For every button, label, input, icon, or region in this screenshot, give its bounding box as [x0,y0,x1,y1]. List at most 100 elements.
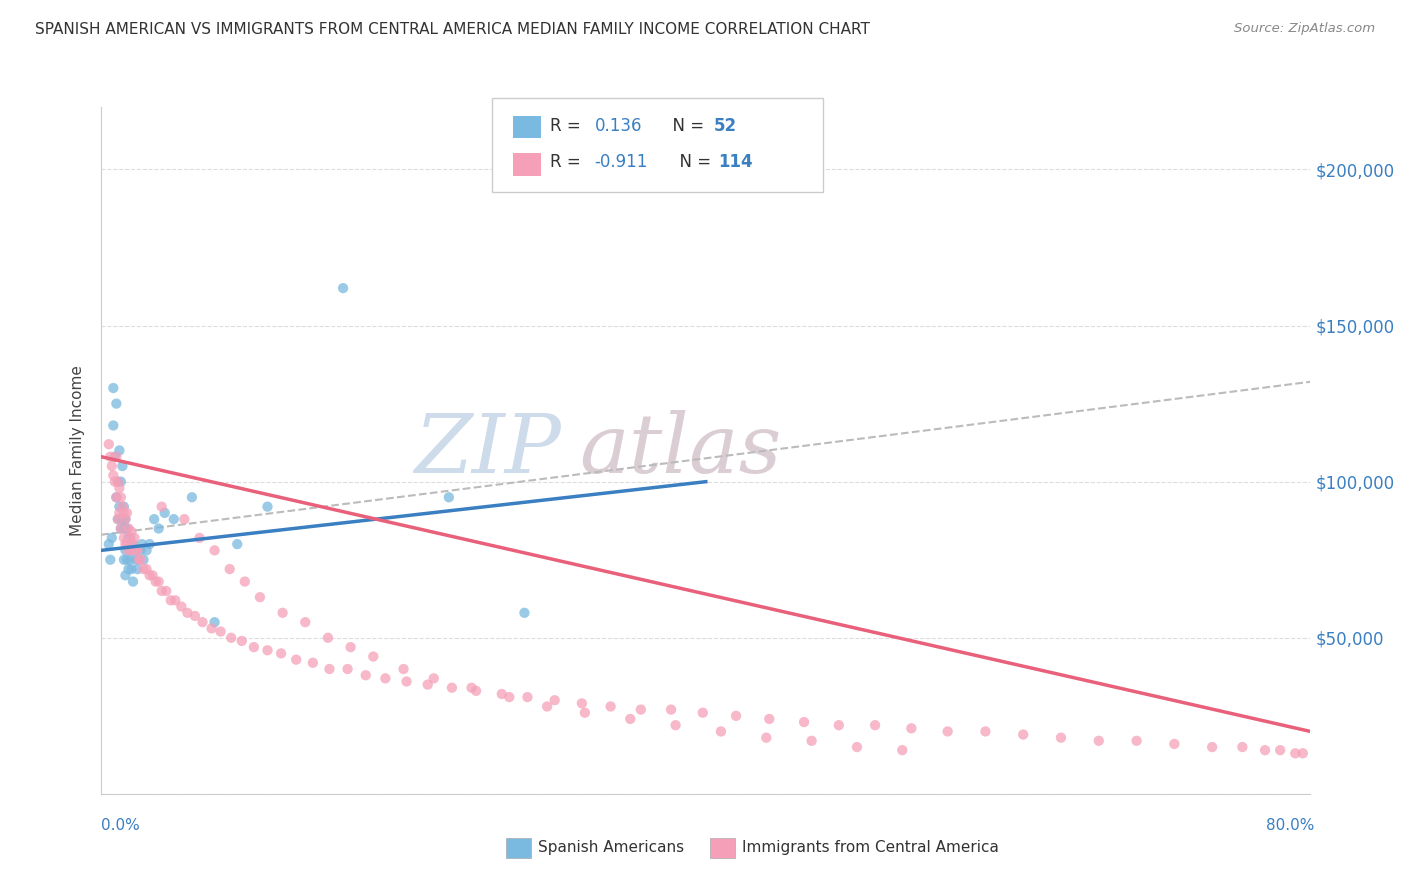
Point [104,450,127,464]
Point [105,490,128,504]
Point [599,699,621,714]
Point [336,662,359,676]
Point [1232,740,1254,755]
Point [191,615,214,630]
Point [115,521,138,535]
Text: N =: N = [669,153,717,171]
Point [108,481,131,495]
Point [117,543,139,558]
Point [117,521,139,535]
Point [104,475,127,489]
Point [1254,743,1277,757]
Point [249,591,271,605]
Point [132,562,155,576]
Point [121,543,143,558]
Point [105,396,128,410]
Point [664,718,686,732]
Point [111,500,134,514]
Point [659,703,682,717]
Point [498,690,520,705]
Point [135,543,157,558]
Point [107,512,129,526]
Point [97,437,120,451]
Point [103,468,125,483]
Point [392,662,415,676]
Point [112,552,135,567]
Point [339,640,361,655]
Point [204,543,226,558]
Point [165,593,187,607]
Point [115,506,138,520]
Point [200,621,222,635]
Point [755,731,778,745]
Text: 0.136: 0.136 [595,117,643,135]
Point [101,531,124,545]
Point [117,531,139,545]
Point [108,500,131,514]
Point [1125,733,1147,747]
Text: Source: ZipAtlas.com: Source: ZipAtlas.com [1234,22,1375,36]
Point [122,537,145,551]
Point [1268,743,1291,757]
Text: R =: R = [550,153,586,171]
Point [363,649,385,664]
Point [112,500,135,514]
Point [395,674,418,689]
Point [170,599,193,614]
Point [122,574,145,589]
Point [256,500,278,514]
Point [108,506,131,520]
Text: 80.0%: 80.0% [1267,818,1315,832]
Point [332,281,354,295]
Point [302,656,325,670]
Point [107,475,129,489]
Point [121,543,143,558]
Point [115,537,138,551]
Point [543,693,565,707]
Point [117,562,139,576]
Text: 52: 52 [714,117,737,135]
Point [900,721,922,735]
Text: -0.911: -0.911 [595,153,648,171]
Point [374,671,396,685]
Point [112,506,135,520]
Text: Spanish Americans: Spanish Americans [538,840,685,855]
Point [115,552,138,567]
Point [571,696,593,710]
Point [828,718,851,732]
Point [491,687,513,701]
Point [218,562,240,576]
Point [150,500,173,514]
Point [118,552,141,567]
Point [105,490,128,504]
Point [124,543,146,558]
Text: SPANISH AMERICAN VS IMMIGRANTS FROM CENTRAL AMERICA MEDIAN FAMILY INCOME CORRELA: SPANISH AMERICAN VS IMMIGRANTS FROM CENT… [35,22,870,37]
Text: Immigrants from Central America: Immigrants from Central America [742,840,1000,855]
Point [256,643,278,657]
Point [142,568,165,582]
Point [105,450,128,464]
Point [516,690,538,705]
Point [118,531,141,545]
Point [793,715,815,730]
Point [129,552,152,567]
Point [974,724,997,739]
Point [863,718,886,732]
Point [111,512,134,526]
Point [127,543,149,558]
Y-axis label: Median Family Income: Median Family Income [70,365,86,536]
Point [103,418,125,433]
Point [103,381,125,395]
Point [270,646,292,660]
Point [112,531,135,545]
Point [1163,737,1185,751]
Point [110,521,132,535]
Point [153,506,176,520]
Point [891,743,914,757]
Point [1088,733,1111,747]
Point [271,606,294,620]
Point [121,524,143,539]
Point [124,531,146,545]
Point [209,624,232,639]
Text: atlas: atlas [579,410,782,491]
